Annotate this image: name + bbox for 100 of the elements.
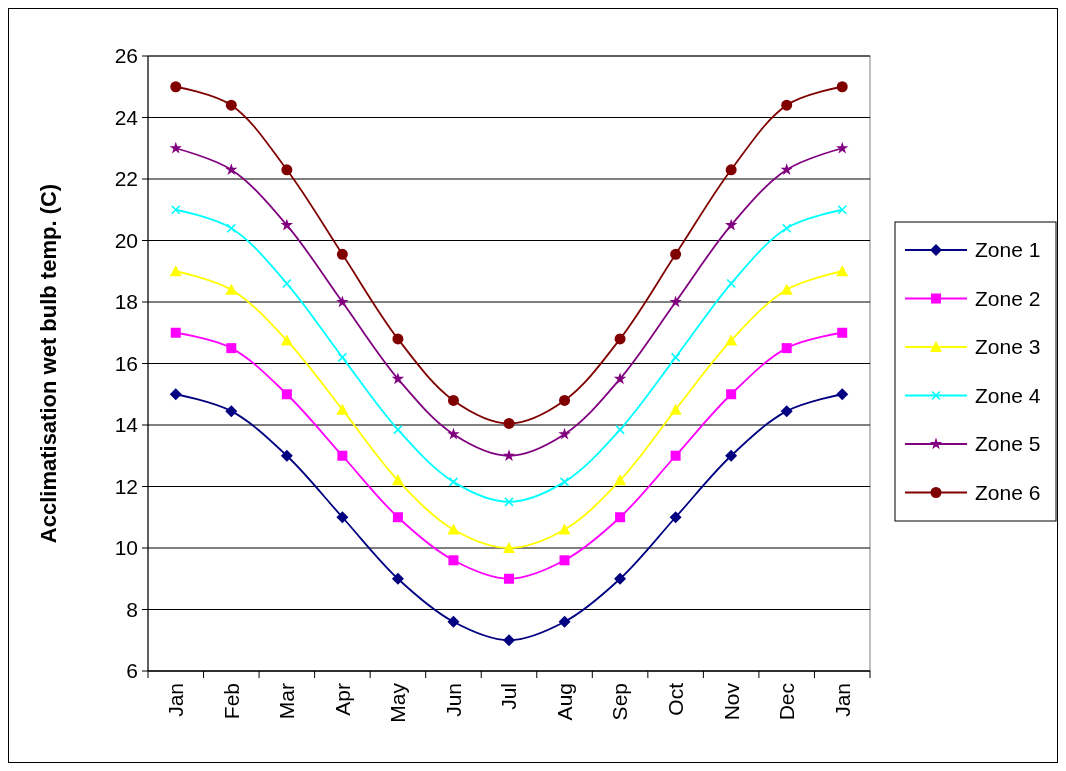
point [836, 265, 849, 277]
legend-label: Zone 3 [975, 335, 1041, 359]
point [614, 333, 626, 345]
y-tick-label: 8 [126, 597, 138, 621]
point [669, 511, 682, 524]
y-tick-label: 26 [114, 44, 138, 68]
y-tick-label: 10 [114, 536, 138, 560]
point [225, 163, 238, 176]
point [447, 615, 460, 628]
y-tick-label: 12 [114, 474, 138, 498]
point [393, 424, 403, 435]
point [280, 218, 294, 231]
y-axis-title: Acclimatisation wet bulb temp. (C) [36, 183, 61, 544]
point [669, 295, 682, 308]
x-tick-label: Feb [219, 683, 243, 720]
point [225, 283, 238, 295]
x-tick-label: May [386, 682, 410, 723]
point [725, 449, 738, 462]
point [504, 497, 514, 507]
x-tick-label: Jan [830, 683, 854, 717]
point [504, 573, 514, 584]
point [725, 164, 737, 176]
point [726, 278, 736, 289]
point [836, 388, 849, 401]
point [336, 403, 349, 415]
point [781, 343, 792, 354]
point [392, 333, 404, 345]
point [337, 450, 348, 461]
point [447, 394, 459, 406]
point [169, 141, 182, 154]
point [225, 405, 238, 418]
point [725, 334, 738, 346]
point [280, 449, 293, 462]
point [281, 164, 293, 176]
point [670, 450, 681, 461]
point [502, 449, 516, 462]
point [447, 523, 460, 535]
point [781, 99, 793, 111]
point [336, 511, 349, 524]
point [503, 634, 515, 647]
point [392, 512, 403, 523]
point [836, 81, 848, 93]
point [225, 99, 237, 111]
point [724, 218, 738, 231]
point [447, 427, 460, 440]
point [448, 477, 459, 487]
point [281, 389, 292, 400]
legend-label: Zone 5 [975, 432, 1041, 456]
x-tick-label: Oct [663, 682, 687, 716]
x-tick-label: Aug [552, 683, 576, 721]
y-tick-label: 18 [114, 290, 138, 314]
y-tick-label: 22 [114, 167, 138, 191]
point [169, 388, 182, 401]
legend-label: Zone 4 [975, 383, 1041, 407]
point [170, 81, 182, 93]
point [558, 523, 571, 535]
point [391, 372, 405, 385]
point [837, 327, 848, 338]
point [391, 474, 404, 486]
point [670, 352, 681, 363]
x-tick-label: Jan [164, 683, 188, 717]
legend-label: Zone 2 [975, 286, 1041, 310]
point [226, 223, 237, 233]
point [780, 405, 793, 418]
point [169, 265, 182, 277]
point [559, 477, 570, 487]
legend-label: Zone 1 [975, 238, 1041, 262]
point [170, 327, 181, 338]
point [726, 389, 737, 400]
point [780, 163, 793, 176]
point [336, 295, 349, 308]
point [614, 572, 627, 585]
point [226, 343, 237, 354]
point [615, 424, 625, 435]
point [280, 334, 293, 346]
point [836, 141, 849, 154]
point [448, 555, 459, 566]
point [558, 615, 571, 628]
y-tick-label: 6 [126, 659, 138, 683]
point [170, 204, 181, 215]
point [615, 512, 626, 523]
point [336, 248, 348, 260]
point [282, 278, 292, 289]
point [391, 572, 404, 585]
x-tick-label: Nov [719, 682, 743, 721]
point [559, 394, 571, 406]
point [558, 427, 571, 440]
x-tick-label: Dec [775, 683, 799, 721]
point [613, 372, 627, 385]
y-tick-label: 24 [114, 105, 139, 129]
point [670, 248, 682, 260]
x-tick-label: Jun [441, 683, 465, 717]
y-tick-label: 14 [114, 413, 139, 437]
legend-label: Zone 6 [975, 480, 1041, 504]
y-tick-label: 20 [114, 228, 138, 252]
point [669, 403, 682, 415]
x-tick-label: Apr [330, 683, 354, 716]
point [837, 204, 848, 215]
point [780, 283, 793, 295]
point [503, 417, 515, 429]
